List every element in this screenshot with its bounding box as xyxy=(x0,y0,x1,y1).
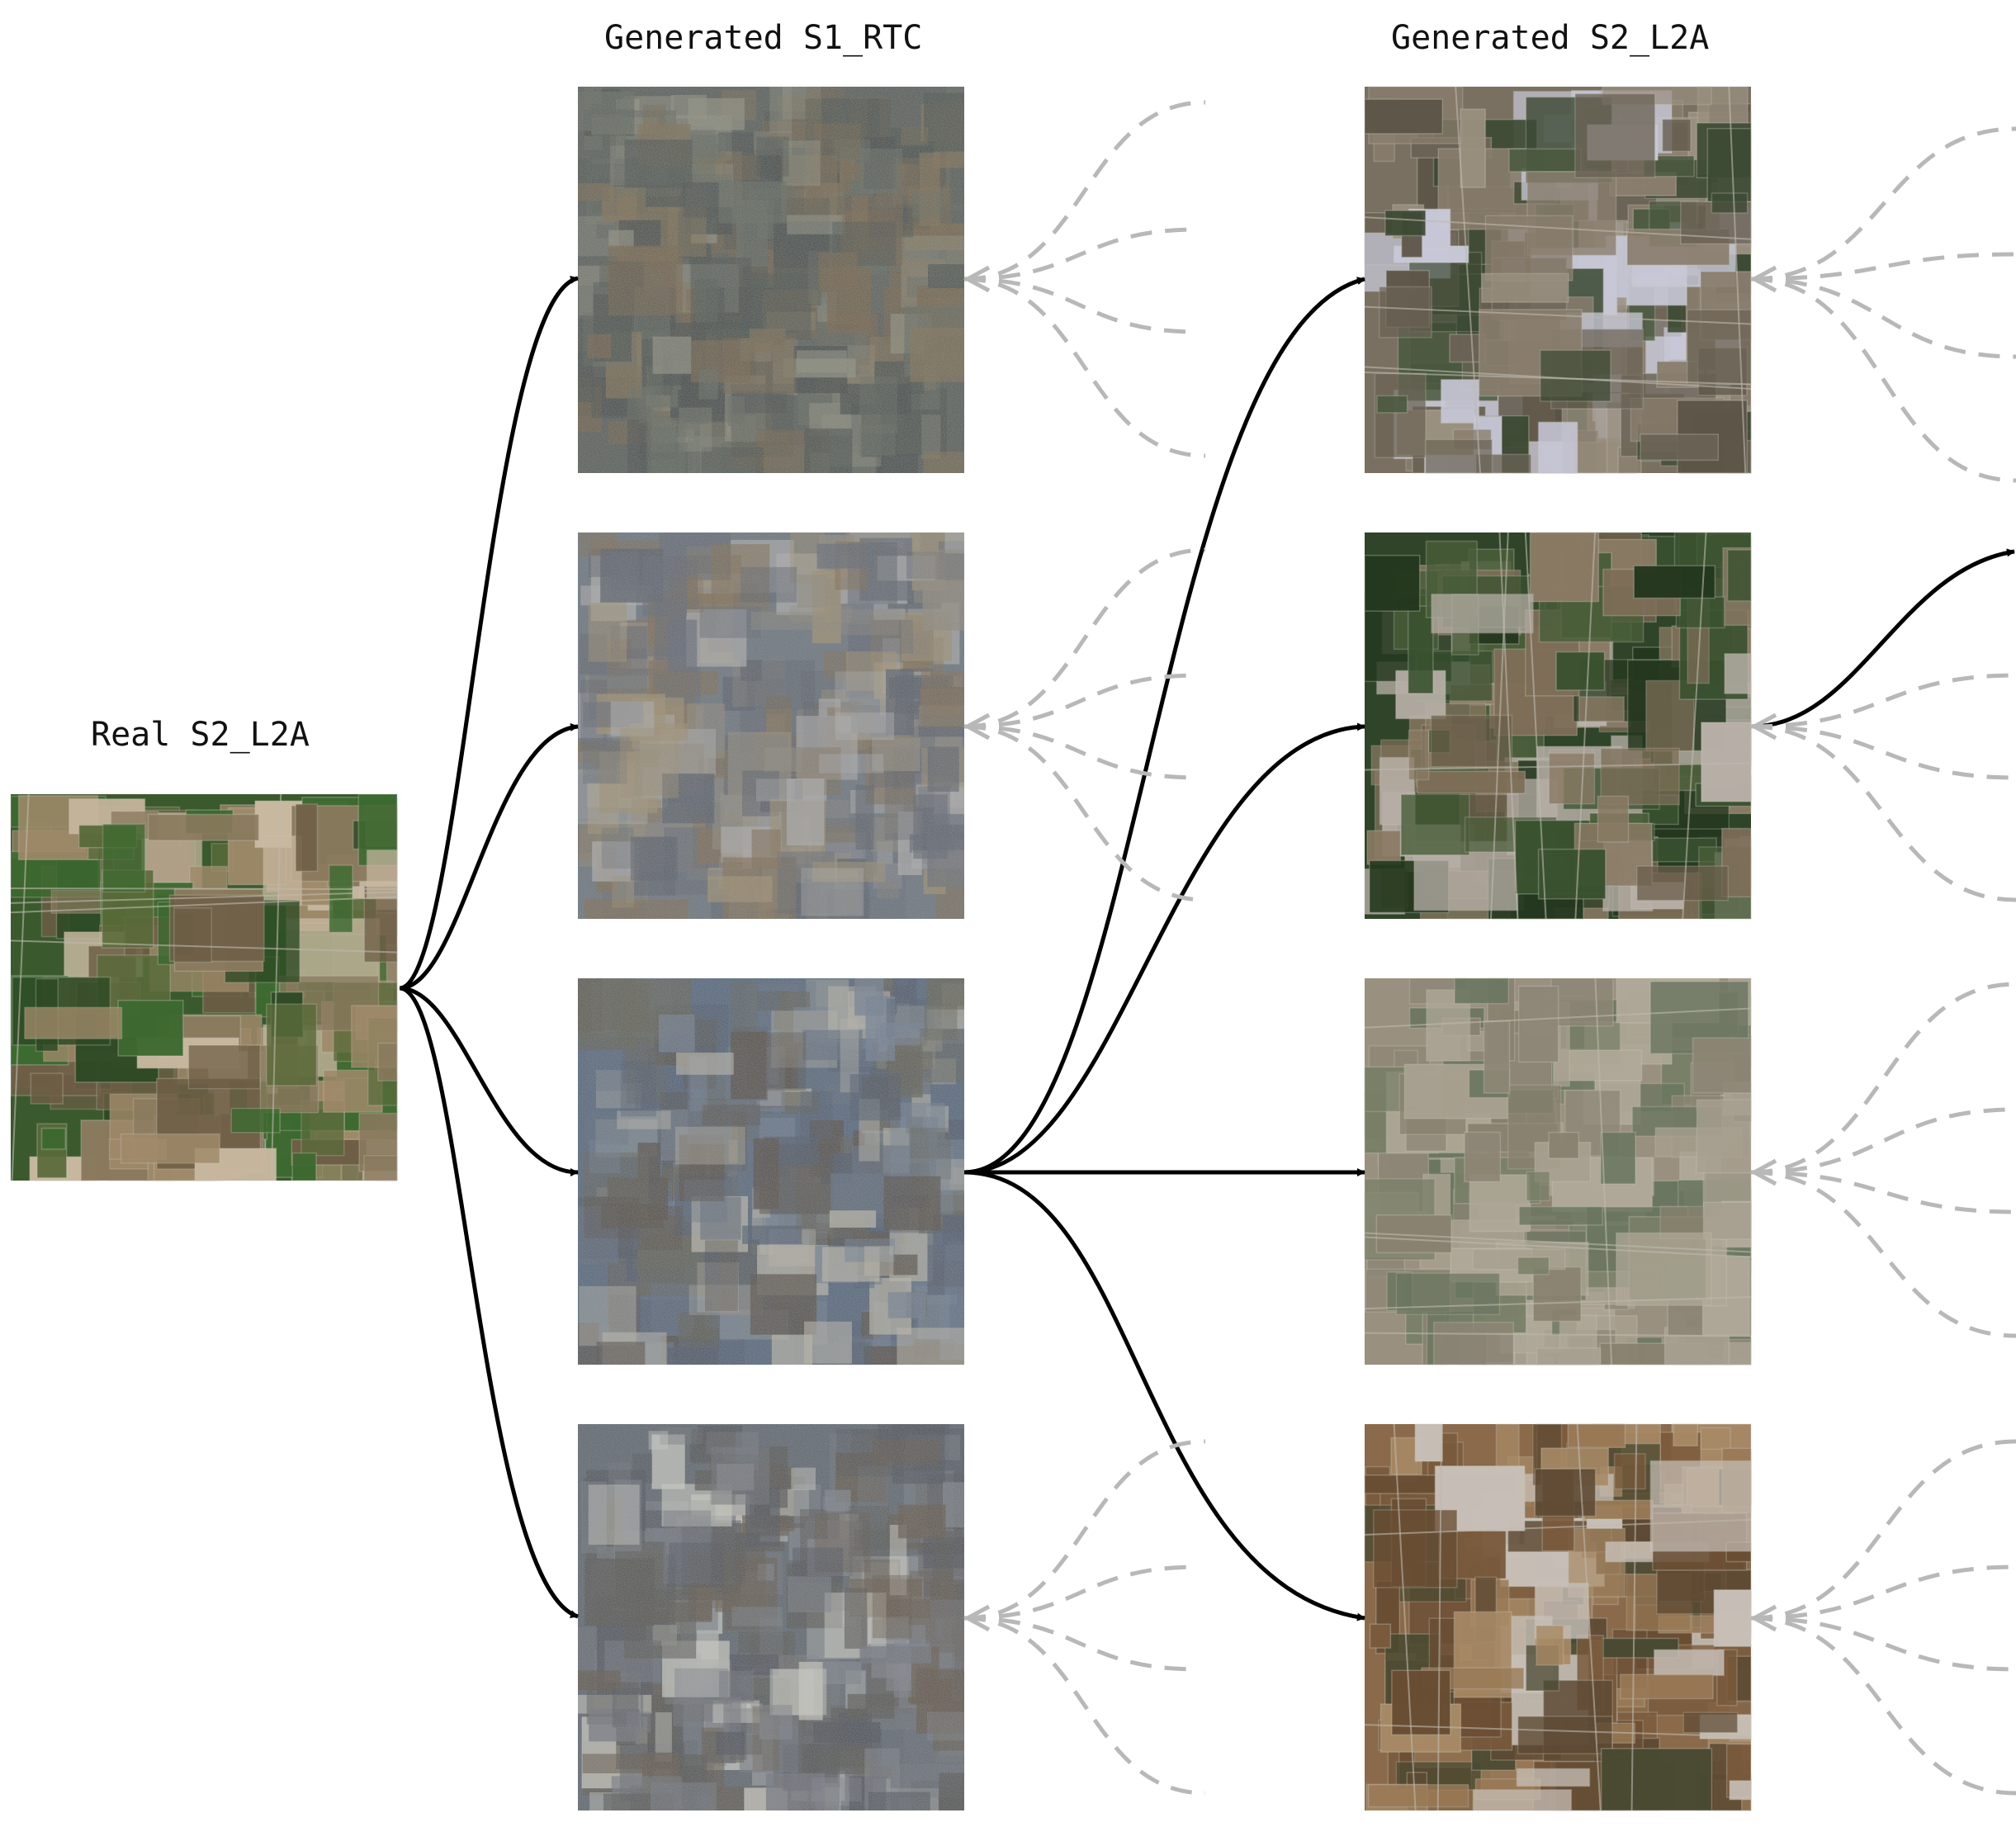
real-to-s1-arrows xyxy=(399,276,579,1619)
generated-s2-l2a-title: Generated S2_L2A xyxy=(1391,19,1710,57)
generated-s2-image-1 xyxy=(1364,86,1752,474)
dashed-arrowhead-s1-2 xyxy=(963,712,991,741)
arrow-s1-3-to-s2-2 xyxy=(963,722,1365,1175)
dashed-branch-s1-2-1 xyxy=(963,547,1206,729)
dashed-arrowhead-s2-2 xyxy=(1749,712,1777,741)
dashed-branch-s1-4-2 xyxy=(963,1564,1198,1621)
generated-s2-image-4 xyxy=(1364,1423,1752,1811)
dashed-branch-s1-1-2 xyxy=(963,227,1198,282)
generated-s1-image-3 xyxy=(578,978,964,1365)
real-image-tile xyxy=(10,793,398,1181)
generated-s1-image-1 xyxy=(578,87,964,473)
dashed-branch-s2-4-2 xyxy=(1750,1564,2016,1621)
dashed-branch-s1-4-1 xyxy=(963,1439,1206,1621)
dashed-arrowhead-s1-4 xyxy=(963,1604,991,1632)
generated-s1-rtc-title: Generated S1_RTC xyxy=(604,19,923,57)
arrow-s1-3-to-s2-4 xyxy=(963,1170,1365,1621)
dashed-branch-s2-3-1 xyxy=(1750,982,2016,1175)
dashed-branch-s2-2-1 xyxy=(1750,673,2016,729)
arrow-real-to-s1-4 xyxy=(399,986,579,1619)
dashed-branch-s1-1-4 xyxy=(963,277,1206,458)
dashed-branch-s2-3-3 xyxy=(1750,1170,2016,1214)
dashed-arrowhead-s1-1 xyxy=(963,265,991,293)
generated-s1-image-4 xyxy=(578,1424,964,1810)
s2-to-next-arrow xyxy=(1750,548,2015,729)
dashed-branch-s2-3-2 xyxy=(1750,1107,2016,1175)
dashed-branch-s1-2-4 xyxy=(963,724,1206,902)
arrow-real-to-s1-2 xyxy=(399,722,579,991)
generated-s2-image-3 xyxy=(1364,977,1752,1366)
dashed-branch-s2-1-4 xyxy=(1750,277,2016,483)
dashed-branch-s1-1-1 xyxy=(963,100,1206,282)
dashed-branch-s2-1-1 xyxy=(1750,126,2016,282)
dashed-branch-s1-4-4 xyxy=(963,1616,1206,1796)
dashed-branches xyxy=(963,100,2016,1796)
dashed-branch-s2-4-1 xyxy=(1750,1439,2016,1621)
arrow-real-to-s1-1 xyxy=(399,276,579,991)
generated-s2-image-2 xyxy=(1364,532,1752,920)
dashed-branch-s2-2-3 xyxy=(1750,724,2016,902)
dashed-branch-s2-4-4 xyxy=(1750,1616,2016,1796)
dashed-branch-s2-1-3 xyxy=(1750,277,2016,359)
dashed-branch-s2-4-3 xyxy=(1750,1616,2016,1672)
s1-to-s2-arrows xyxy=(963,277,1365,1621)
arrow-real-to-s1-3 xyxy=(399,986,579,1176)
arrow-s1-3-to-s2-1 xyxy=(963,277,1365,1175)
dashed-branch-s2-1-2 xyxy=(1750,252,2016,282)
dashed-branch-s1-1-3 xyxy=(963,277,1198,334)
dashed-branch-s1-4-3 xyxy=(963,1616,1198,1672)
real-s2-l2a-title: Real S2_L2A xyxy=(91,716,310,754)
dashed-arrowhead-s2-3 xyxy=(1749,1158,1777,1186)
arrow-s2-2-to-next xyxy=(1750,548,2015,729)
generated-s1-image-2 xyxy=(578,532,964,919)
dashed-branch-s1-2-2 xyxy=(963,673,1198,729)
dashed-branch-s2-3-4 xyxy=(1750,1170,2016,1338)
dashed-branch-s1-2-3 xyxy=(963,724,1198,780)
dashed-branch-s2-2-2 xyxy=(1750,724,2016,780)
dashed-arrowhead-s2-1 xyxy=(1749,265,1777,293)
dashed-arrowhead-s2-4 xyxy=(1749,1604,1777,1632)
